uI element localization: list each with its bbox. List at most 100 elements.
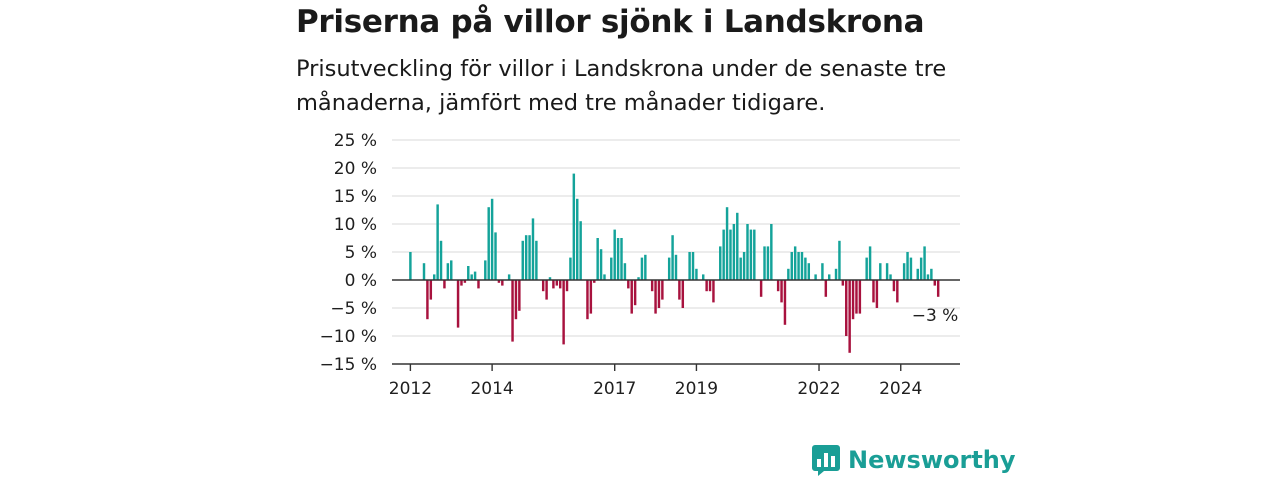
bar [804,257,807,280]
bar [889,274,892,280]
last-value-annotation: −3 % [912,306,959,326]
bar [872,280,875,303]
x-tick-label: 2012 [389,379,432,399]
chart-subtitle: Prisutveckling för villor i Landskrona u… [296,56,947,116]
y-tick-label: 15 % [334,187,377,207]
x-axis-ticks: 2012 2014 2017 2019 2022 2024 [389,364,922,399]
bar [814,274,817,280]
bar [596,238,599,280]
bar [657,280,661,308]
bar [576,198,579,280]
bar [422,263,426,280]
bar [824,280,828,297]
bar [770,224,773,280]
bar [834,268,838,280]
bar [790,252,793,280]
bar [926,274,930,280]
y-tick-label: 25 % [334,131,377,151]
bar [507,274,511,280]
bar [783,280,787,325]
bar [712,280,715,303]
bar [736,212,739,280]
bar [640,257,644,280]
bar [797,252,800,280]
bar [766,246,770,280]
y-tick-label: −10 % [320,327,377,347]
bar [654,280,657,314]
bar [487,207,490,280]
x-tick-label: 2017 [593,379,636,399]
bar [439,240,443,280]
bar [467,266,470,280]
axes [392,279,960,365]
bar [511,280,514,342]
bar [705,280,708,292]
bar [521,240,524,280]
bar [552,280,555,289]
bar [875,280,879,308]
bar [531,218,535,280]
bar [865,257,868,280]
bar [719,246,722,280]
bar [558,280,562,289]
bar [456,280,460,328]
bar [633,280,637,306]
bar [800,252,804,280]
bar [545,280,548,300]
newsworthy-logo-icon [812,445,840,476]
bar [613,229,616,280]
bar [555,280,559,286]
bar [885,263,889,280]
bar [450,260,453,280]
y-tick-label: −15 % [320,355,377,375]
bar [589,280,593,314]
bar [729,229,732,280]
bar [569,257,572,280]
bar [749,229,753,280]
bar [896,280,899,303]
bar [916,268,919,280]
bar [446,263,450,280]
y-tick-label: 0 % [345,271,377,291]
bar [667,257,671,280]
bar [936,280,940,297]
bar [541,280,545,292]
bar [616,238,620,280]
bar [674,254,678,280]
bar [623,263,627,280]
bar [780,280,783,303]
bar [599,249,603,280]
bar [909,257,913,280]
bar [579,221,582,280]
bar [637,277,640,280]
y-tick-label: −5 % [330,299,377,319]
bar [855,280,858,314]
y-tick-label: 20 % [334,159,377,179]
bar [923,246,926,280]
bar [586,280,589,320]
bar [906,252,909,280]
bar [708,280,712,292]
bar [763,246,766,280]
bar [565,280,569,292]
bar [725,207,729,280]
bar [528,235,531,280]
bar [702,274,705,280]
bar [490,198,494,280]
bar [851,280,855,320]
brand-name: Newsworthy [848,446,1016,474]
bar [858,280,862,314]
bar [572,173,576,280]
bar [494,232,497,280]
bar [548,277,552,280]
x-tick-label: 2019 [675,379,718,399]
bar [432,274,436,280]
bar [753,229,756,280]
bar [746,224,749,280]
bar [739,257,742,280]
chart-title: Priserna på villor sjönk i Landskrona [296,4,925,40]
bar [429,280,433,300]
bar [593,280,596,283]
bar [848,280,851,353]
bar [681,280,685,308]
